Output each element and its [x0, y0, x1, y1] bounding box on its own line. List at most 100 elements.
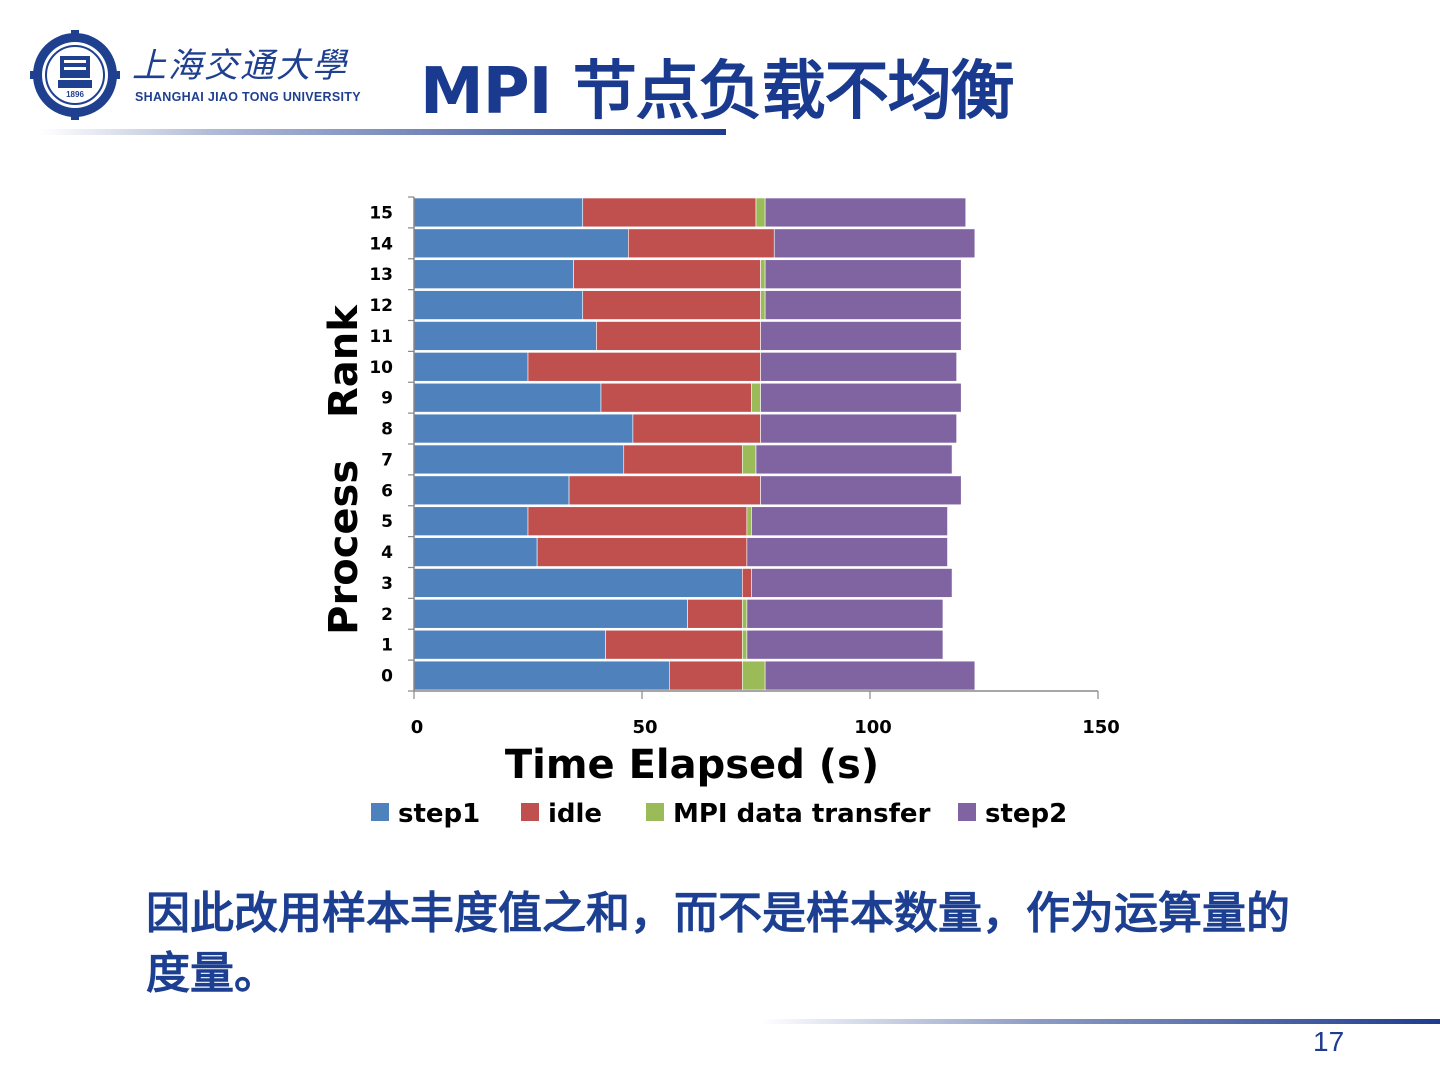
bar-idle-rank-4: [536, 537, 748, 567]
logo-year: 1896: [66, 90, 84, 99]
y-tick-label: 5: [381, 512, 393, 532]
bar-idle-rank-8: [632, 413, 761, 444]
bar-step2-rank-4: [746, 537, 948, 567]
bar-idle-rank-0: [669, 660, 743, 691]
bar-mpi-data-transfer-rank-0: [742, 660, 766, 691]
bar-idle-rank-13: [573, 259, 761, 289]
bar-idle-rank-5: [527, 506, 748, 536]
x-axis-title: Time Elapsed (s): [505, 742, 879, 788]
bar-idle-rank-9: [600, 382, 752, 413]
y-tick-label: 7: [381, 450, 393, 470]
bar-step2-rank-5: [751, 506, 948, 536]
footer-rule: [760, 1019, 1440, 1024]
logo-english-name: SHANGHAI JIAO TONG UNIVERSITY: [135, 90, 361, 104]
bar-step2-rank-3: [751, 568, 953, 598]
bar-step1-rank-10: [413, 352, 529, 382]
bar-step1-rank-1: [413, 629, 606, 660]
bar-mpi-data-transfer-rank-2: [742, 599, 748, 629]
bar-step1-rank-2: [413, 599, 688, 629]
bar-step2-rank-1: [746, 629, 944, 660]
bar-idle-rank-2: [687, 599, 743, 629]
bar-idle-rank-11: [596, 321, 761, 351]
bar-mpi-data-transfer-rank-12: [760, 290, 766, 320]
chart-legend: step1 idle MPI data transfer step2: [371, 799, 1067, 829]
bar-step1-rank-7: [413, 444, 625, 475]
bar-idle-rank-10: [527, 352, 761, 382]
x-tick-label: 150: [1082, 717, 1120, 738]
y-tick-label: 10: [369, 358, 393, 378]
bar-step2-rank-2: [746, 599, 944, 629]
bar-step1-rank-15: [413, 197, 584, 228]
y-tick-label: 9: [381, 389, 393, 409]
bar-mpi-data-transfer-rank-13: [760, 259, 766, 289]
legend-label-step1: step1: [398, 799, 480, 829]
bar-step1-rank-12: [413, 290, 584, 320]
bar-mpi-data-transfer-rank-5: [746, 506, 752, 536]
y-axis-title: Process Rank: [321, 304, 367, 635]
bar-step2-rank-8: [760, 413, 957, 444]
bar-step2-rank-10: [760, 352, 957, 382]
page-number: 17: [1313, 1026, 1345, 1057]
x-tick-label: 100: [854, 717, 892, 738]
y-tick-label: 6: [381, 481, 393, 501]
y-tick-label: 13: [369, 265, 393, 285]
y-tick-label: 12: [369, 296, 393, 316]
university-logo: 1896: [30, 30, 120, 120]
slide-caption: 因此改用样本丰度值之和，而不是样本数量，作为运算量的度量。: [146, 888, 1290, 999]
y-tick-label: 3: [381, 574, 393, 594]
bar-step2-rank-15: [764, 197, 967, 228]
logo-chinese-name: 上海交通大學: [132, 46, 348, 86]
bar-step2-rank-9: [760, 382, 962, 413]
bar-step1-rank-8: [413, 413, 634, 444]
legend-label-mpi-data-transfer: MPI data transfer: [673, 799, 931, 829]
bar-step1-rank-11: [413, 321, 597, 351]
bar-step2-rank-13: [764, 259, 962, 289]
bar-idle-rank-3: [742, 568, 752, 598]
slide-title: MPI 节点负载不均衡: [420, 55, 1015, 129]
bar-mpi-data-transfer-rank-15: [755, 197, 766, 228]
y-tick-label: 11: [369, 327, 393, 347]
bar-idle-rank-12: [582, 290, 761, 320]
legend-swatch-step1: [371, 803, 389, 821]
y-tick-label: 1: [381, 636, 393, 656]
bar-step1-rank-9: [413, 382, 602, 413]
legend-label-step2: step2: [985, 799, 1067, 829]
bar-step1-rank-14: [413, 228, 629, 259]
bar-mpi-data-transfer-rank-7: [742, 444, 757, 475]
y-tick-label: 15: [369, 203, 393, 223]
bar-step2-rank-12: [764, 290, 962, 320]
bar-idle-rank-1: [605, 629, 743, 660]
x-tick-label: 50: [632, 717, 657, 738]
bar-step1-rank-5: [413, 506, 529, 536]
bar-step2-rank-6: [760, 475, 962, 506]
bar-idle-rank-6: [568, 475, 761, 506]
y-tick-label: 14: [369, 234, 393, 254]
bar-step1-rank-3: [413, 568, 743, 598]
y-tick-label: 2: [381, 605, 393, 625]
bar-step2-rank-14: [773, 228, 976, 259]
y-tick-label: 8: [381, 420, 393, 440]
legend-label-idle: idle: [548, 799, 602, 829]
bar-step1-rank-6: [413, 475, 570, 506]
bar-step2-rank-0: [764, 660, 976, 691]
y-tick-label: 4: [381, 543, 393, 563]
bar-idle-rank-14: [628, 228, 775, 259]
bar-mpi-data-transfer-rank-9: [751, 382, 761, 413]
title-underline: [40, 129, 726, 135]
y-tick-label: 0: [381, 667, 393, 687]
bar-step1-rank-0: [413, 660, 670, 691]
x-tick-label: 0: [411, 717, 424, 738]
bar-step1-rank-4: [413, 537, 538, 567]
legend-swatch-step2: [958, 803, 976, 821]
legend-swatch-mpi-data-transfer: [646, 803, 664, 821]
bar-idle-rank-15: [582, 197, 757, 228]
bar-idle-rank-7: [623, 444, 743, 475]
legend-swatch-idle: [521, 803, 539, 821]
bar-step1-rank-13: [413, 259, 574, 289]
bar-mpi-data-transfer-rank-1: [742, 629, 748, 660]
bar-step2-rank-11: [760, 321, 962, 351]
bar-step2-rank-7: [755, 444, 953, 475]
bar-group: [413, 197, 976, 691]
